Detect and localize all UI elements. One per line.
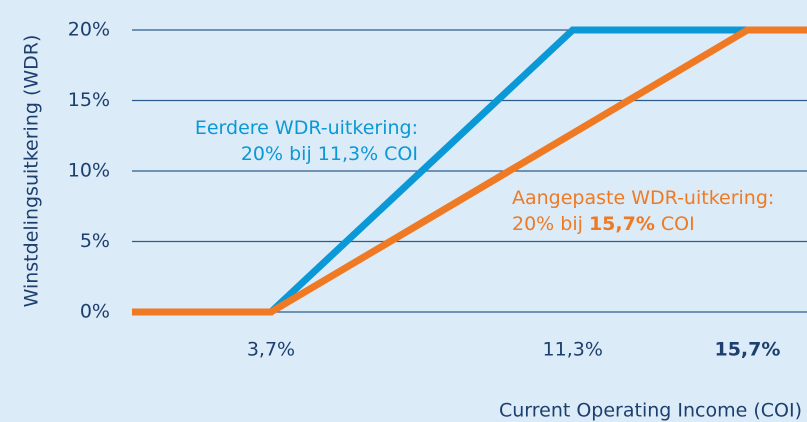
annotation-text: COI xyxy=(655,213,695,235)
annotation: 20% bij 11,3% COI xyxy=(241,143,418,165)
annotation-text: Eerdere WDR-uitkering: xyxy=(195,117,418,139)
y-tick-label: 20% xyxy=(68,19,110,41)
y-axis-label: Winstdelingsuitkering (WDR) xyxy=(21,35,43,308)
x-tick-label: 15,7% xyxy=(714,339,780,361)
y-tick-label: 15% xyxy=(68,89,110,111)
y-tick-label: 0% xyxy=(80,301,110,323)
annotation: Aangepaste WDR-uitkering: xyxy=(512,187,774,209)
series-line xyxy=(132,26,807,316)
x-tick-label: 11,3% xyxy=(543,339,603,361)
y-tick-label: 10% xyxy=(68,160,110,182)
annotation-text: Aangepaste WDR-uitkering: xyxy=(512,187,774,209)
annotation: Eerdere WDR-uitkering: xyxy=(195,117,418,139)
annotation-text: 15,7% xyxy=(589,213,655,235)
annotation-text: 20% bij xyxy=(512,213,589,235)
annotation: 20% bij 15,7% COI xyxy=(512,213,695,235)
x-axis-label: Current Operating Income (COI) xyxy=(499,400,802,422)
y-tick-label: 5% xyxy=(80,230,110,252)
x-tick-label: 3,7% xyxy=(247,339,295,361)
annotation-text: 20% bij 11,3% COI xyxy=(241,143,418,165)
